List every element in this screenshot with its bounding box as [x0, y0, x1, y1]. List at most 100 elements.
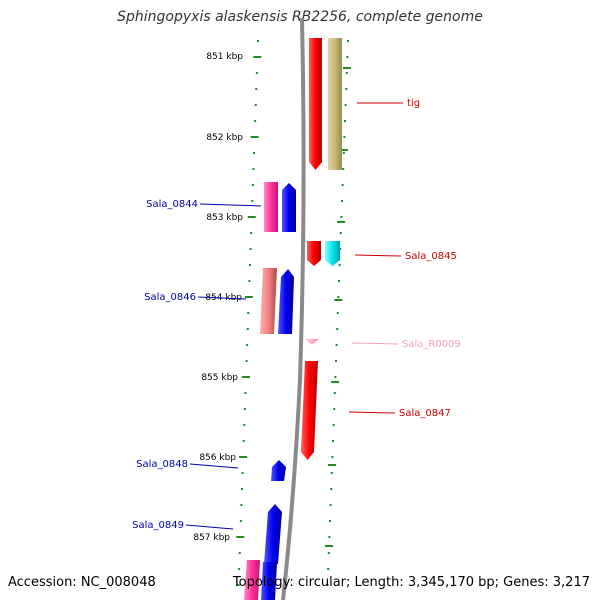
minor-tick — [241, 488, 243, 490]
label-sala-0846[interactable]: Sala_0846 — [144, 292, 196, 303]
minor-tick — [341, 200, 343, 202]
minor-tick — [338, 280, 340, 282]
map-title: Sphingopyxis alaskensis RB2256, complete… — [117, 9, 483, 25]
minor-tick — [251, 184, 254, 186]
major-tick — [253, 56, 262, 58]
minor-tick — [244, 392, 247, 394]
minor-tick — [336, 328, 339, 330]
genome-backbone — [281, 17, 306, 600]
minor-tick — [243, 424, 246, 426]
major-tick — [236, 536, 245, 538]
gene-sala-0848[interactable] — [271, 460, 286, 481]
minor-tick — [346, 56, 349, 58]
inner-tick-track — [236, 40, 262, 586]
minor-tick — [338, 264, 341, 266]
major-tick — [337, 221, 346, 223]
minor-tick — [342, 152, 345, 154]
label-sala-0844[interactable]: Sala_0844 — [146, 199, 198, 210]
genome-summary-text: Topology: circular; Length: 3,345,170 bp… — [232, 575, 590, 590]
minor-tick — [240, 504, 243, 506]
gene-tig-red[interactable] — [309, 38, 322, 170]
minor-tick — [339, 232, 342, 234]
major-tick — [250, 136, 259, 138]
major-tick — [339, 149, 348, 151]
minor-tick — [333, 392, 336, 394]
minor-tick — [246, 344, 249, 346]
minor-tick — [238, 568, 241, 570]
minor-tick — [243, 408, 246, 410]
major-tick — [241, 376, 250, 378]
gene-sala-0849-lower[interactable] — [244, 560, 277, 600]
label-tig[interactable]: tig — [407, 98, 420, 109]
label-sala-0847[interactable]: Sala_0847 — [399, 408, 451, 419]
label-sala-0845[interactable]: Sala_0845 — [405, 251, 457, 262]
minor-tick — [246, 328, 249, 330]
minor-tick — [332, 424, 335, 426]
gene-sala-0844[interactable] — [282, 183, 296, 232]
minor-tick — [327, 568, 330, 570]
minor-tick — [254, 120, 257, 122]
minor-tick — [332, 440, 334, 442]
gene-sala-0847[interactable] — [301, 361, 318, 460]
minor-tick — [345, 88, 348, 90]
major-tick — [325, 545, 334, 547]
minor-tick — [335, 344, 338, 346]
minor-tick — [242, 440, 245, 442]
minor-tick — [341, 184, 344, 186]
minor-tick — [337, 296, 340, 298]
gene-sala-0846-salmon[interactable] — [260, 268, 277, 334]
minor-tick — [239, 520, 242, 522]
scale-label: 856 kbp — [199, 453, 236, 463]
minor-tick — [330, 472, 333, 474]
scale-label: 853 kbp — [206, 213, 243, 223]
minor-tick — [326, 584, 329, 586]
minor-tick — [331, 456, 334, 458]
minor-tick — [340, 216, 343, 218]
major-tick — [244, 296, 253, 298]
minor-tick — [250, 232, 253, 234]
minor-tick — [333, 408, 336, 410]
minor-tick — [252, 168, 255, 170]
minor-tick — [245, 360, 248, 362]
label-sala-r0009[interactable]: Sala_R0009 — [402, 339, 461, 350]
minor-tick — [330, 488, 333, 490]
minor-tick — [343, 136, 346, 138]
outer-tick-track — [325, 40, 351, 586]
minor-tick — [335, 360, 337, 362]
scale-label: 852 kbp — [206, 133, 243, 143]
minor-tick — [339, 248, 342, 250]
gene-sala-0844-pink[interactable] — [264, 182, 278, 232]
gene-sala-0849[interactable] — [264, 504, 282, 564]
minor-tick — [255, 72, 258, 74]
minor-tick — [344, 104, 347, 106]
major-tick — [342, 67, 351, 69]
minor-tick — [328, 536, 331, 538]
gene-labels: tig Sala_0844 Sala_0845 Sala_0846 Sala_R… — [132, 98, 461, 531]
scale-label: 851 kbp — [206, 52, 243, 62]
minor-tick — [255, 88, 258, 90]
gene-tig[interactable] — [328, 38, 342, 170]
minor-tick — [327, 552, 330, 554]
label-sala-0848[interactable]: Sala_0848 — [136, 459, 188, 470]
minor-tick — [254, 104, 257, 106]
gene-sala-0846[interactable] — [278, 269, 294, 334]
gene-sala-r0009[interactable] — [305, 339, 319, 345]
gene-sala-0845-red[interactable] — [307, 241, 321, 266]
accession-text: Accession: NC_008048 — [8, 575, 156, 590]
minor-tick — [249, 264, 251, 266]
minor-tick — [238, 552, 241, 554]
scale-label: 857 kbp — [193, 533, 230, 543]
minor-tick — [241, 472, 244, 474]
minor-tick — [345, 72, 348, 74]
major-tick — [247, 216, 256, 218]
gene-sala-0845[interactable] — [325, 241, 340, 266]
label-sala-0849[interactable]: Sala_0849 — [132, 520, 184, 531]
minor-tick — [249, 248, 252, 250]
minor-tick — [342, 168, 345, 170]
minor-tick — [237, 584, 240, 586]
minor-tick — [336, 312, 339, 314]
minor-tick — [253, 152, 255, 154]
minor-tick — [334, 376, 337, 378]
minor-tick — [251, 200, 254, 202]
